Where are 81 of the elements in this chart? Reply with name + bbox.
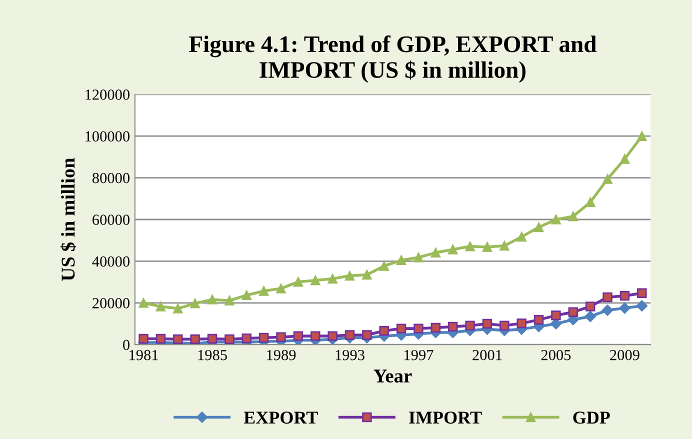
point — [637, 131, 647, 141]
point — [242, 334, 252, 344]
point — [344, 330, 355, 340]
point — [258, 286, 269, 296]
point — [482, 318, 492, 329]
point — [568, 212, 578, 222]
point — [310, 331, 320, 341]
point — [448, 244, 458, 254]
point — [500, 320, 510, 330]
legend-label: IMPORT — [409, 412, 482, 424]
point — [551, 310, 561, 320]
point — [448, 322, 458, 332]
x-tick-label: 1989 — [267, 350, 296, 360]
x-tick-label: 1997 — [404, 350, 434, 360]
point — [584, 310, 596, 322]
y-tick-label: 120000 — [86, 90, 130, 100]
x-axis-title: Year — [374, 370, 412, 383]
point — [465, 320, 475, 330]
point — [516, 318, 526, 328]
y-tick-label: 0 — [123, 340, 130, 350]
point — [190, 298, 200, 308]
point — [242, 290, 252, 300]
y-tick-label: 40000 — [92, 256, 130, 267]
point — [293, 276, 304, 287]
chart-title: Figure 4.1: Trend of GDP, EXPORT and IMPORT (US $ in million) — [189, 35, 597, 83]
point — [396, 324, 406, 334]
point — [620, 290, 630, 301]
point — [568, 307, 578, 317]
x-tick-label: 2009 — [610, 350, 640, 360]
point — [173, 334, 183, 344]
x-tick-label: 2005 — [541, 350, 571, 360]
y-tick-label: 60000 — [92, 214, 130, 225]
point — [414, 252, 424, 262]
point — [602, 292, 612, 302]
point — [224, 296, 234, 306]
legend-label: GDP — [573, 412, 610, 424]
point — [328, 274, 338, 284]
point — [156, 302, 166, 312]
point — [620, 154, 630, 164]
point — [207, 294, 218, 304]
x-tick-label: 1981 — [130, 350, 158, 360]
point — [293, 331, 304, 341]
point — [258, 332, 269, 343]
point — [138, 298, 148, 308]
point — [636, 300, 648, 312]
point — [190, 334, 200, 344]
point — [619, 302, 630, 314]
point — [500, 240, 510, 251]
y-tick-label: 20000 — [92, 298, 130, 308]
point — [430, 322, 441, 333]
point — [602, 174, 612, 184]
point — [534, 314, 544, 325]
y-tick-label: 100000 — [86, 131, 130, 142]
point — [482, 242, 492, 252]
point — [276, 332, 286, 342]
point — [379, 326, 389, 336]
point — [362, 270, 372, 280]
point — [585, 197, 596, 208]
point — [465, 242, 475, 252]
point — [173, 304, 183, 314]
point — [602, 304, 614, 316]
point — [328, 331, 338, 341]
point — [344, 270, 355, 281]
point — [430, 248, 441, 258]
point — [637, 288, 647, 298]
y-tick-label: 80000 — [92, 172, 130, 184]
x-tick-label: 1993 — [336, 350, 364, 360]
point — [276, 284, 286, 294]
y-axis-title: US $ in million — [60, 158, 76, 281]
x-tick-label: 1985 — [198, 350, 227, 360]
point — [414, 324, 424, 334]
point — [516, 232, 526, 242]
point — [534, 222, 544, 232]
point — [396, 255, 406, 266]
point — [379, 261, 389, 271]
point — [362, 330, 372, 340]
point — [551, 214, 561, 224]
x-tick-label: 2001 — [472, 350, 502, 360]
point — [585, 302, 596, 312]
point — [310, 276, 320, 286]
legend-label: EXPORT — [244, 412, 318, 424]
